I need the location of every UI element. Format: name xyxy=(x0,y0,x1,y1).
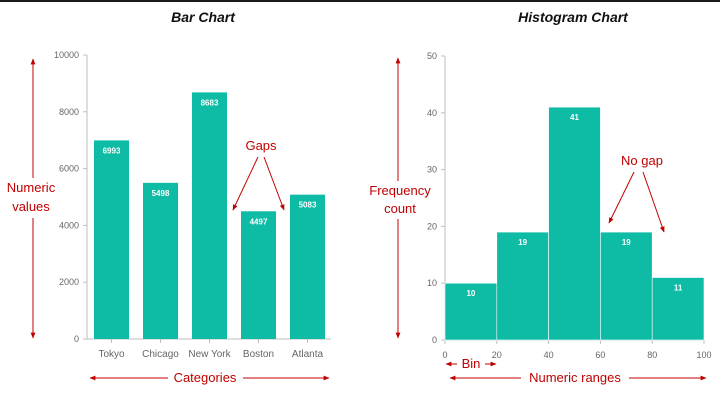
hist-x-tick-label: 20 xyxy=(492,350,502,360)
hist-y-annotation-line2: count xyxy=(384,201,416,216)
histogram-value-label: 19 xyxy=(518,238,527,247)
hist-x-tick-label: 40 xyxy=(544,350,554,360)
bar-chart-title: Bar Chart xyxy=(171,9,235,25)
hist-x-tick-label: 60 xyxy=(595,350,605,360)
hist-y-tick-label: 10 xyxy=(427,278,437,288)
bar-category-label: Tokyo xyxy=(98,349,125,360)
bar-category-label: New York xyxy=(188,349,231,360)
bar-y-annotation-bg xyxy=(3,178,59,218)
gaps-arrow-right xyxy=(263,156,285,211)
hist-y-tick-label: 30 xyxy=(427,165,437,175)
bar xyxy=(290,194,325,339)
hist-y-annotation-bg xyxy=(363,181,435,219)
gaps-annotation-label: Gaps xyxy=(245,138,277,153)
bar xyxy=(192,92,227,339)
no-gap-arrow-left xyxy=(608,171,635,224)
histogram-value-label: 11 xyxy=(674,284,683,293)
top-border-rule xyxy=(0,0,720,2)
bar-y-annotation-line2: values xyxy=(12,199,50,214)
bar-category-label: Atlanta xyxy=(292,349,324,360)
bar-value-label: 6993 xyxy=(103,146,121,155)
bar-y-tick-label: 4000 xyxy=(59,220,79,230)
histogram-bar xyxy=(600,231,653,341)
bar xyxy=(94,140,129,339)
histogram-bar xyxy=(651,277,705,341)
hist-x-tick-label: 0 xyxy=(442,350,447,360)
bar-category-label: Boston xyxy=(243,349,274,360)
hist-y-annotation-line1: Frequency xyxy=(369,183,431,198)
histogram-value-label: 10 xyxy=(466,289,475,298)
gaps-arrow-left xyxy=(232,156,259,211)
hist-y-tick-label: 50 xyxy=(427,51,437,61)
bar-category-label: Chicago xyxy=(142,349,179,360)
bar-y-annotation-line1: Numeric xyxy=(7,180,56,195)
bar-value-label: 5498 xyxy=(152,189,170,198)
bar-y-tick-label: 6000 xyxy=(59,164,79,174)
hist-y-tick-label: 0 xyxy=(432,335,437,345)
bar-y-tick-label: 8000 xyxy=(59,107,79,117)
hist-x-tick-label: 100 xyxy=(696,350,711,360)
hist-x-annotation-label: Numeric ranges xyxy=(529,370,621,385)
bar-y-tick-label: 0 xyxy=(74,334,79,344)
histogram-bar xyxy=(496,231,549,341)
hist-y-tick-label: 20 xyxy=(427,221,437,231)
bar xyxy=(241,211,276,339)
bar-value-label: 8683 xyxy=(201,98,219,107)
bin-label-bg xyxy=(457,355,485,371)
bar-x-annotation-label: Categories xyxy=(174,370,237,385)
hist-y-tick-label: 40 xyxy=(427,108,437,118)
bar-y-tick-label: 10000 xyxy=(54,50,79,60)
no-gap-arrow-right xyxy=(642,171,665,233)
bar xyxy=(143,182,178,339)
no-gap-annotation-label: No gap xyxy=(621,153,663,168)
histogram-chart-title: Histogram Chart xyxy=(518,9,628,25)
hist-x-tick-label: 80 xyxy=(647,350,657,360)
bar-y-tick-label: 2000 xyxy=(59,277,79,287)
histogram-value-label: 19 xyxy=(622,238,631,247)
histogram-value-label: 41 xyxy=(570,113,579,122)
bin-annotation-label: Bin xyxy=(462,356,481,371)
histogram-bar xyxy=(444,282,498,341)
bar-value-label: 5083 xyxy=(299,201,317,210)
bar-value-label: 4497 xyxy=(250,217,268,226)
histogram-bar xyxy=(548,106,601,341)
